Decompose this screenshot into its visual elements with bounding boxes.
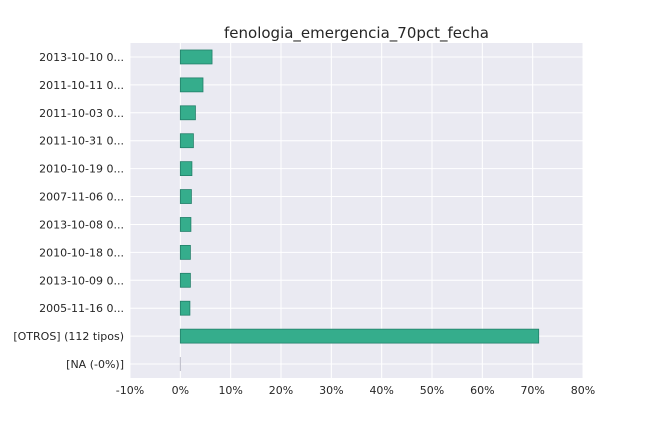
x-tick-label: 30% (319, 384, 343, 397)
y-tick-label: 2010-10-18 0... (39, 246, 124, 259)
y-tick-label: 2007-11-06 0... (39, 191, 124, 204)
bar (179, 77, 204, 93)
y-tick-label: 2011-10-03 0... (39, 107, 124, 120)
x-tick-label: 40% (369, 384, 393, 397)
x-tick-label: 70% (520, 384, 544, 397)
bar (179, 133, 194, 149)
plot-background (130, 43, 583, 378)
x-tick-label: 10% (218, 384, 242, 397)
y-tick-label: 2013-10-08 0... (39, 218, 124, 231)
y-tick-label: 2005-11-16 0... (39, 302, 124, 315)
bar (179, 189, 192, 204)
y-tick-label: 2011-10-11 0... (39, 79, 124, 92)
bar (179, 105, 196, 121)
bar (179, 49, 213, 65)
y-tick-label: [OTROS] (112 tipos) (13, 330, 124, 343)
x-tick-label: -10% (116, 384, 144, 397)
x-tick-label: 0% (172, 384, 189, 397)
bar (179, 272, 191, 288)
bar (179, 328, 540, 344)
y-tick-label: 2013-10-09 0... (39, 274, 124, 287)
bar (179, 300, 191, 316)
y-tick-labels: 2013-10-10 0... 2011-10-11 0... 2011-10-03… (13, 51, 124, 371)
y-tick-label: 2010-10-19 0... (39, 163, 124, 176)
y-tick-label: 2011-10-31 0... (39, 135, 124, 148)
bar (179, 161, 193, 177)
bar (179, 217, 192, 232)
bar (179, 244, 191, 260)
x-tick-label: 50% (420, 384, 444, 397)
y-tick-label: [NA (-0%)] (66, 358, 124, 371)
y-tick-label: 2013-10-10 0... (39, 51, 124, 64)
chart-title: fenologia_emergencia_70pct_fecha (224, 24, 489, 43)
x-tick-label: 80% (571, 384, 595, 397)
x-tick-label: 60% (470, 384, 494, 397)
x-tick-label: 20% (269, 384, 293, 397)
bars (179, 49, 540, 372)
x-tick-labels: -10% 0% 10% 20% 30% 40% 50% 60% 70% 80% (116, 384, 595, 397)
